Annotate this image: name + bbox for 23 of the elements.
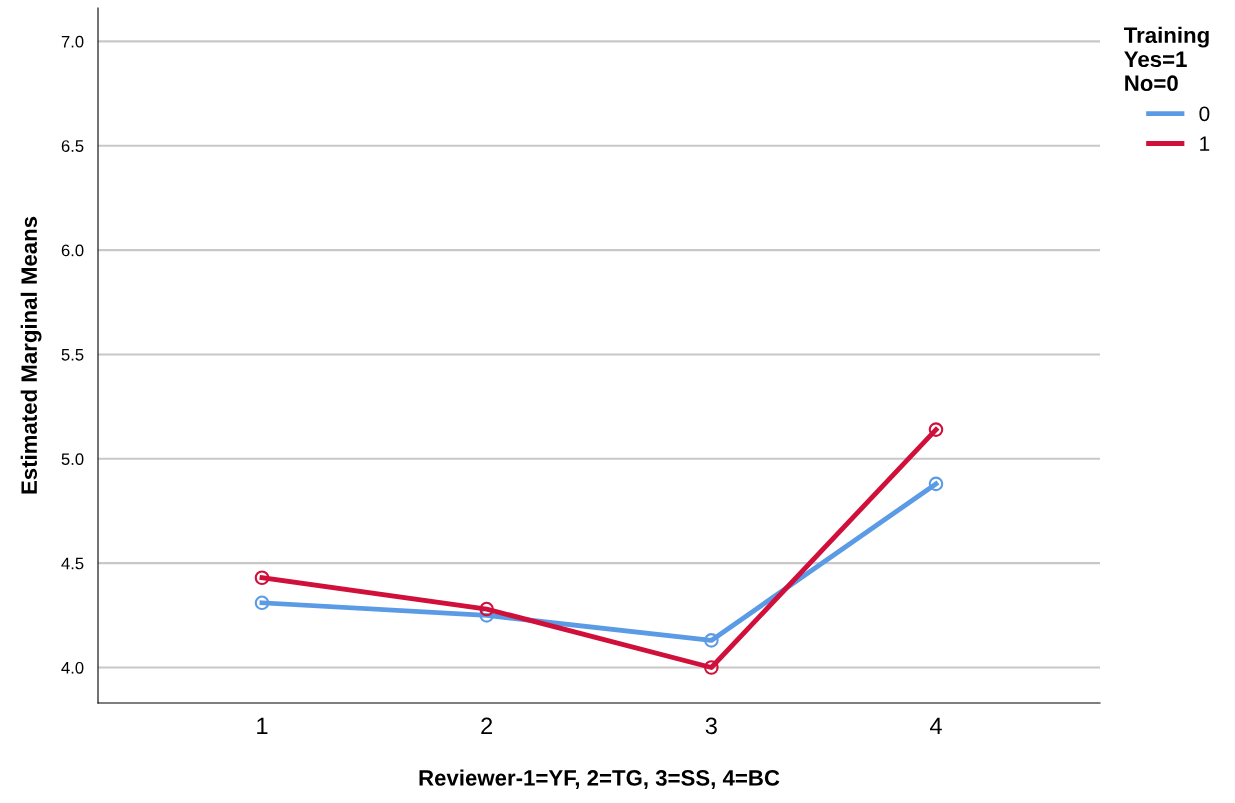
x-tick-label: 1	[257, 717, 268, 734]
point	[254, 595, 270, 611]
point	[928, 476, 944, 492]
y-tick-label: 5.5	[61, 349, 84, 361]
y-tick-label: 6.5	[61, 140, 84, 152]
y-tick-label: 5.0	[61, 453, 84, 466]
legend-label: 1	[1200, 136, 1210, 151]
y-tick-label: 4.5	[61, 557, 84, 570]
x-tick-label: 4	[929, 717, 942, 734]
y-tick-label: 6.0	[61, 244, 84, 257]
x-tick-label: 3	[705, 717, 717, 735]
legend-title: Training Yes=1 No=0	[1124, 26, 1209, 92]
point	[254, 570, 270, 586]
point	[479, 601, 494, 617]
point	[704, 633, 719, 648]
point	[704, 660, 719, 675]
y-tick-label: 7.0	[61, 35, 84, 48]
x-tick-label: 2	[481, 717, 493, 734]
y-axis-title: Estimated Marginal Means	[20, 216, 42, 494]
point	[928, 422, 944, 437]
y-tick-label: 4.0	[61, 661, 84, 674]
x-axis-title: Reviewer-1=YF, 2=TG, 3=SS, 4=BC	[419, 769, 780, 789]
legend-label: 0	[1199, 106, 1210, 122]
